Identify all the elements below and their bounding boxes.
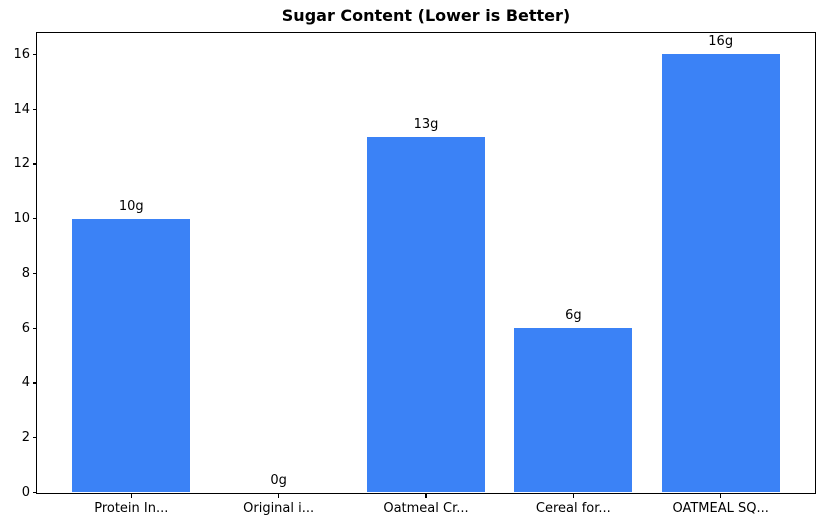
y-tick-label: 4 [21, 375, 30, 391]
y-tick-label: 2 [21, 430, 30, 446]
bar [72, 218, 191, 493]
x-tick-mark [278, 493, 280, 498]
x-tick-mark [130, 493, 132, 498]
y-tick-label: 12 [13, 156, 30, 172]
y-tick-label: 10 [13, 211, 30, 227]
bar-value-label: 13g [413, 116, 439, 132]
y-tick-label: 14 [13, 101, 30, 117]
x-tick-label: Oatmeal Cr... [383, 500, 469, 516]
bar-value-label: 6g [565, 308, 582, 324]
y-tick-mark [32, 53, 37, 55]
y-tick-label: 0 [21, 485, 30, 500]
x-tick-mark [572, 493, 574, 498]
y-tick-mark [32, 218, 37, 220]
y-tick-mark [32, 327, 37, 329]
y-tick-mark [32, 272, 37, 275]
x-tick-label: Protein In... [94, 500, 169, 516]
x-tick-label: OATMEAL SQ... [672, 500, 769, 516]
y-tick-mark [32, 491, 37, 494]
y-tick-label: 16 [13, 46, 30, 62]
bar-value-label: 0g [270, 472, 287, 488]
y-tick-mark [32, 108, 37, 110]
x-tick-mark [425, 493, 427, 498]
bar [661, 54, 780, 493]
y-tick-mark [32, 382, 37, 384]
x-tick-label: Cereal for... [535, 500, 611, 516]
bar [367, 136, 485, 493]
x-tick-label: Original i... [243, 500, 315, 516]
y-tick-label: 8 [21, 265, 30, 281]
chart-title: Sugar Content (Lower is Better) [281, 6, 571, 25]
bar-value-label: 10g [118, 198, 144, 214]
x-tick-mark [720, 493, 722, 498]
bar [514, 328, 633, 493]
y-tick-mark [32, 163, 37, 165]
y-tick-mark [32, 437, 37, 439]
y-tick-label: 6 [21, 320, 30, 336]
bar-value-label: 16g [708, 34, 734, 50]
